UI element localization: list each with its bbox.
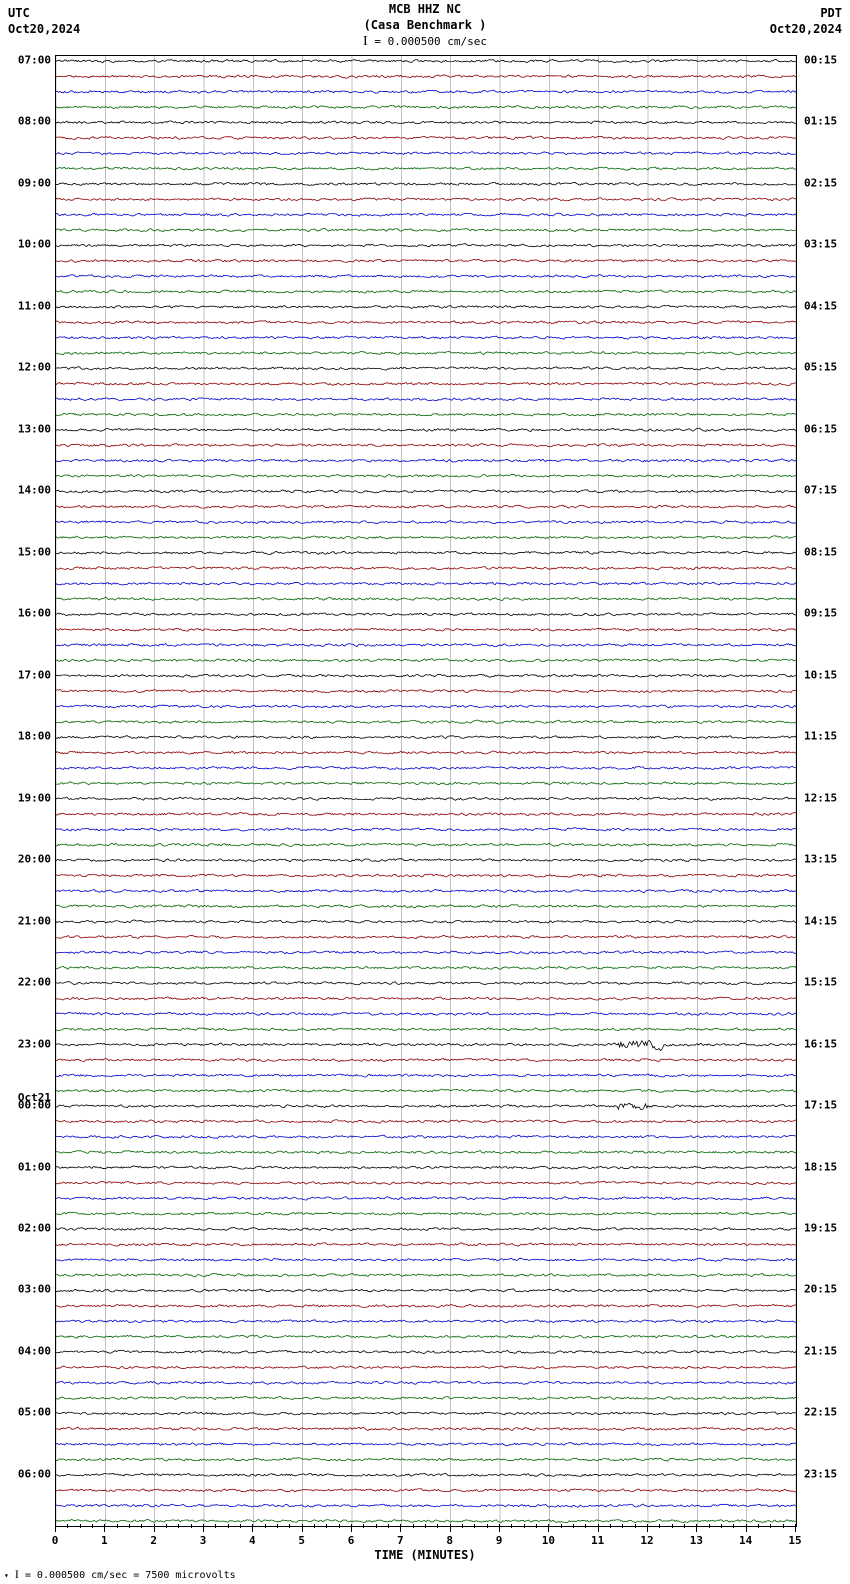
pdt-time-label: 18:15	[804, 1160, 837, 1173]
x-tick-label: 10	[542, 1534, 555, 1547]
pdt-time-label: 15:15	[804, 976, 837, 989]
x-tick-label: 9	[496, 1534, 503, 1547]
utc-time-label: 18:00	[18, 730, 51, 743]
pdt-time-label: 00:15	[804, 54, 837, 67]
utc-time-label: 04:00	[18, 1344, 51, 1357]
seismogram-container: UTC Oct20,2024 MCB HHZ NC (Casa Benchmar…	[0, 0, 850, 1584]
header: UTC Oct20,2024 MCB HHZ NC (Casa Benchmar…	[0, 0, 850, 55]
utc-time-label: 15:00	[18, 545, 51, 558]
pdt-time-label: 16:15	[804, 1037, 837, 1050]
pdt-time-label: 13:15	[804, 853, 837, 866]
pdt-time-label: 05:15	[804, 361, 837, 374]
pdt-time-label: 01:15	[804, 115, 837, 128]
utc-time-label: 13:00	[18, 422, 51, 435]
pdt-time-label: 10:15	[804, 668, 837, 681]
station-name: (Casa Benchmark )	[363, 18, 487, 34]
tz-left: UTC	[8, 6, 80, 22]
header-center: MCB HHZ NC (Casa Benchmark ) I = 0.00050…	[363, 2, 487, 51]
pdt-time-label: 06:15	[804, 422, 837, 435]
pdt-time-label: 21:15	[804, 1344, 837, 1357]
utc-time-label: 17:00	[18, 668, 51, 681]
seismogram-svg	[56, 56, 796, 1526]
pdt-time-label: 02:15	[804, 176, 837, 189]
plot-area	[55, 55, 797, 1527]
utc-time-label: 23:00	[18, 1037, 51, 1050]
pdt-time-label: 17:15	[804, 1099, 837, 1112]
utc-time-label: 19:00	[18, 791, 51, 804]
x-axis-title: TIME (MINUTES)	[374, 1548, 475, 1562]
pdt-time-label: 11:15	[804, 730, 837, 743]
x-tick-label: 13	[690, 1534, 703, 1547]
utc-time-label: 21:00	[18, 914, 51, 927]
pdt-time-label: 14:15	[804, 914, 837, 927]
utc-time-label: 22:00	[18, 976, 51, 989]
station-id: MCB HHZ NC	[363, 2, 487, 18]
pdt-time-label: 23:15	[804, 1467, 837, 1480]
header-right: PDT Oct20,2024	[770, 6, 842, 37]
utc-time-label: 16:00	[18, 607, 51, 620]
x-tick-label: 6	[348, 1534, 355, 1547]
pdt-time-label: 03:15	[804, 238, 837, 251]
pdt-time-label: 07:15	[804, 484, 837, 497]
x-tick-label: 11	[591, 1534, 604, 1547]
utc-time-label: 09:00	[18, 176, 51, 189]
x-tick-label: 3	[200, 1534, 207, 1547]
utc-time-label: 07:00	[18, 54, 51, 67]
utc-time-label: 14:00	[18, 484, 51, 497]
pdt-time-label: 12:15	[804, 791, 837, 804]
x-tick-label: 12	[640, 1534, 653, 1547]
x-tick-label: 1	[101, 1534, 108, 1547]
x-tick-label: 2	[150, 1534, 157, 1547]
utc-time-label: 06:00	[18, 1467, 51, 1480]
pdt-time-label: 20:15	[804, 1283, 837, 1296]
pdt-time-label: 19:15	[804, 1222, 837, 1235]
header-left: UTC Oct20,2024	[8, 6, 80, 37]
utc-time-label: 05:00	[18, 1406, 51, 1419]
x-tick-label: 5	[298, 1534, 305, 1547]
utc-time-label: 01:00	[18, 1160, 51, 1173]
right-time-labels: 00:15 01:15 02:15 03:15 04:15 05:15 06:15 07:15…	[800, 55, 850, 1525]
date-left: Oct20,2024	[8, 22, 80, 38]
x-tick-label: 14	[739, 1534, 752, 1547]
date-right: Oct20,2024	[770, 22, 842, 38]
x-tick-label: 15	[788, 1534, 801, 1547]
utc-time-label: 12:00	[18, 361, 51, 374]
utc-time-label: 03:00	[18, 1283, 51, 1296]
x-tick-label: 7	[397, 1534, 404, 1547]
utc-time-label: 08:00	[18, 115, 51, 128]
utc-time-label: 20:00	[18, 853, 51, 866]
pdt-time-label: 09:15	[804, 607, 837, 620]
footer-text: = 0.000500 cm/sec = 7500 microvolts	[25, 1570, 236, 1581]
x-tick-label: 4	[249, 1534, 256, 1547]
tz-right: PDT	[770, 6, 842, 22]
utc-time-label: 02:00	[18, 1222, 51, 1235]
x-axis: TIME (MINUTES) 0123456789101112131415	[55, 1524, 795, 1554]
pdt-time-label: 22:15	[804, 1406, 837, 1419]
left-time-labels: 07:00 08:00 09:00 10:00 11:00 12:00 13:00 14:00…	[0, 55, 55, 1525]
pdt-time-label: 04:15	[804, 299, 837, 312]
x-tick-label: 8	[446, 1534, 453, 1547]
x-tick-label: 0	[52, 1534, 59, 1547]
pdt-time-label: 08:15	[804, 545, 837, 558]
scale-info: I = 0.000500 cm/sec	[363, 33, 487, 51]
date-change-label: Oct21	[18, 1091, 51, 1104]
utc-time-label: 10:00	[18, 238, 51, 251]
footer: ▾ I = 0.000500 cm/sec = 7500 microvolts	[4, 1567, 236, 1582]
utc-time-label: 11:00	[18, 299, 51, 312]
